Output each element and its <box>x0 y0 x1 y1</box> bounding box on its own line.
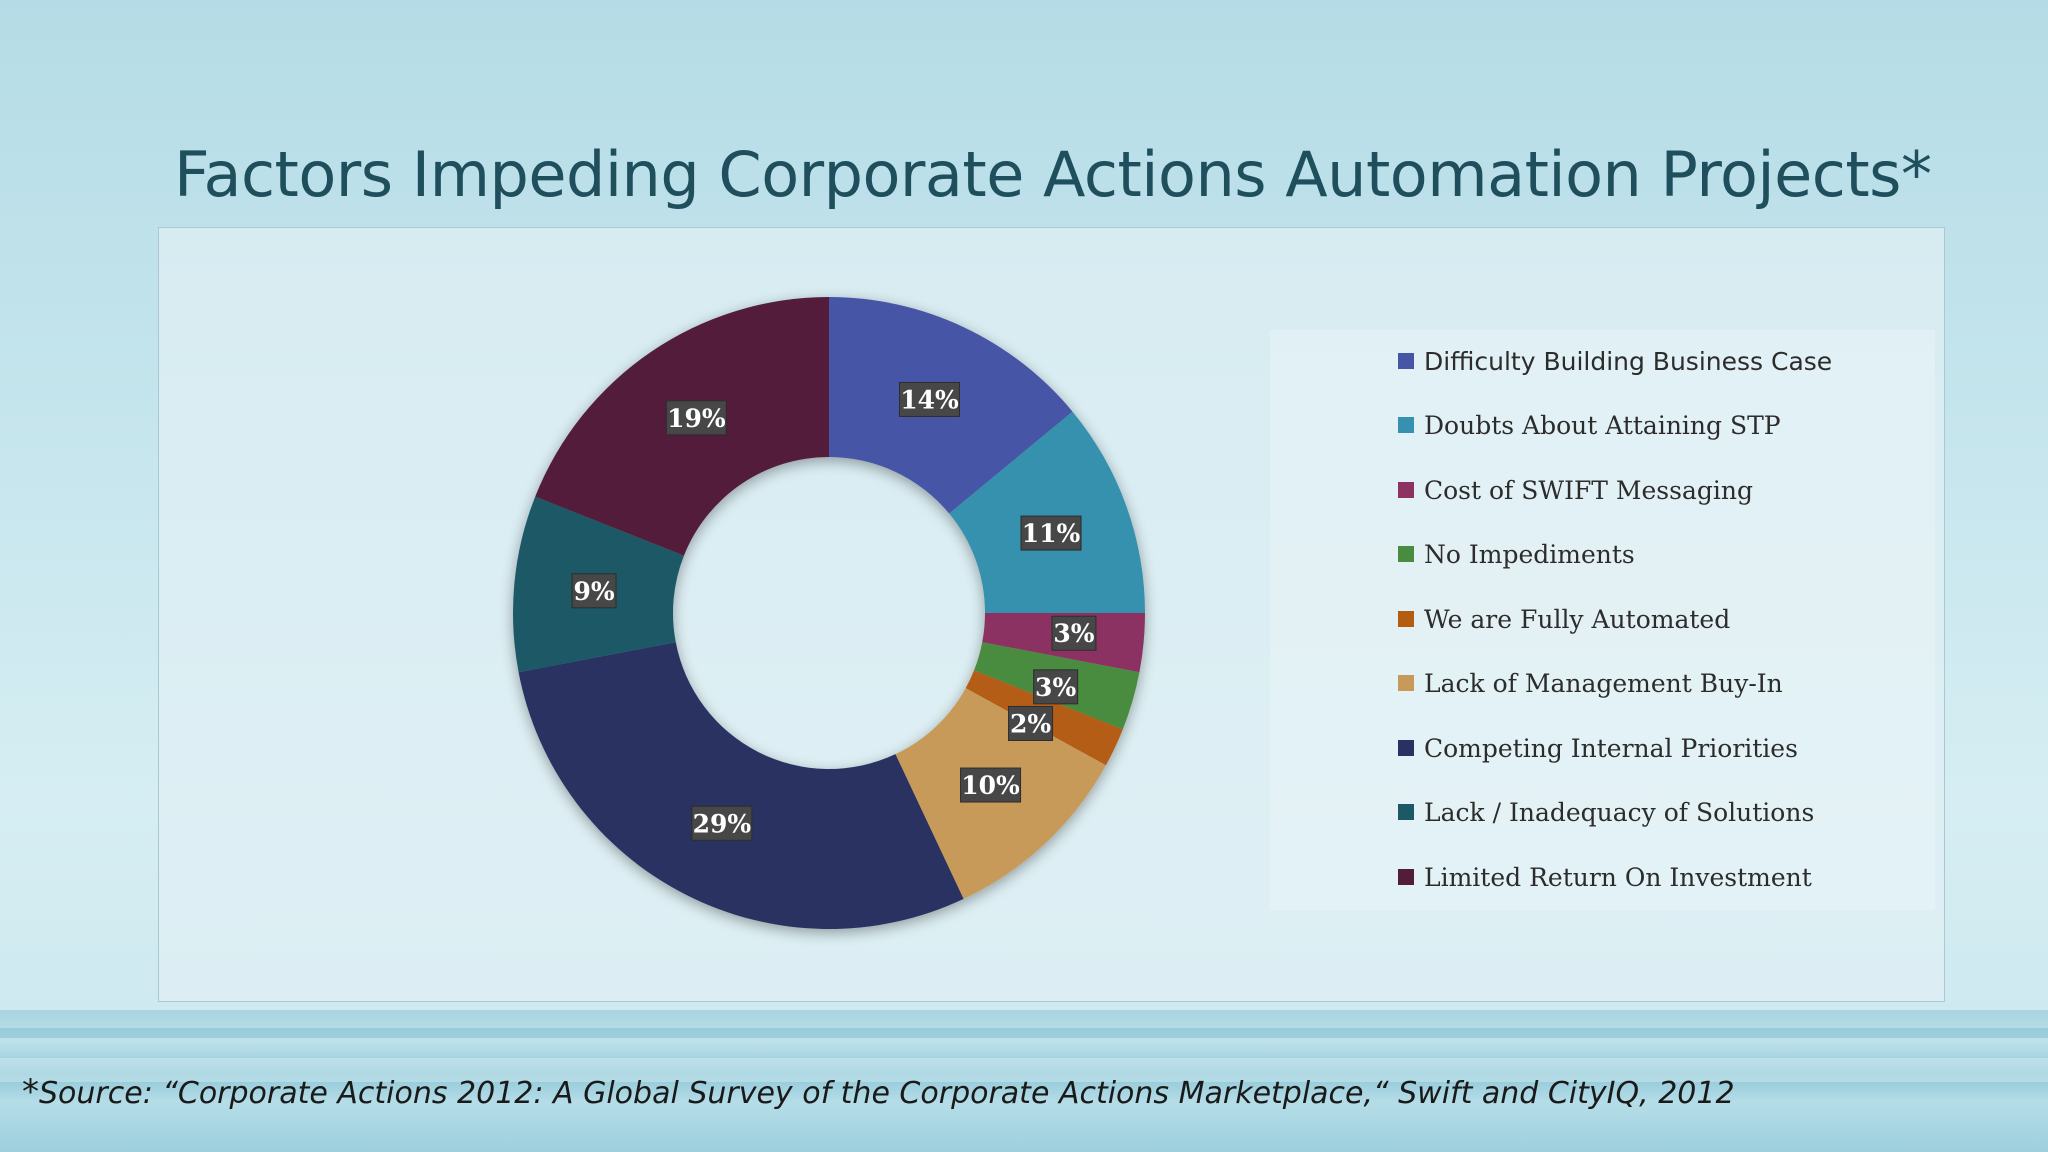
data-label-box <box>1051 615 1097 651</box>
donut-slice <box>949 411 1145 613</box>
slide-title: Factors Impeding Corporate Actions Autom… <box>174 138 1932 211</box>
legend-swatch <box>1398 611 1414 627</box>
data-label: 14% <box>900 385 959 414</box>
data-label: 29% <box>693 809 752 838</box>
sea-background <box>0 1010 2048 1152</box>
legend-swatch <box>1398 417 1414 433</box>
legend-item: Doubts About Attaining STP <box>1398 405 1781 445</box>
legend-swatch <box>1398 804 1414 820</box>
data-label: 11% <box>1022 519 1081 548</box>
data-label: 3% <box>1035 673 1076 702</box>
data-label-box <box>1020 515 1082 551</box>
legend-swatch <box>1398 482 1414 498</box>
legend-item: Lack / Inadequacy of Solutions <box>1398 792 1814 832</box>
data-label-box <box>960 767 1022 803</box>
legend-label: Lack / Inadequacy of Solutions <box>1424 797 1815 827</box>
footnote-marker: * <box>22 1072 39 1112</box>
data-label: 10% <box>961 771 1020 800</box>
legend-item: We are Fully Automated <box>1398 599 1730 639</box>
data-label-box <box>1008 705 1054 741</box>
source-footnote: *Source: “Corporate Actions 2012: A Glob… <box>22 1072 1735 1112</box>
data-label: 3% <box>1053 619 1094 648</box>
data-label-box <box>691 805 753 841</box>
data-label-box <box>1033 669 1079 705</box>
donut-slice <box>518 642 964 929</box>
legend-label: Lack of Management Buy-In <box>1424 668 1783 698</box>
legend-label: We are Fully Automated <box>1424 604 1731 634</box>
legend-swatch <box>1398 869 1414 885</box>
chart-legend: Difficulty Building Business Case Doubts… <box>1270 330 1935 910</box>
legend-item: Difficulty Building Business Case <box>1398 341 1832 381</box>
legend-swatch <box>1398 740 1414 756</box>
legend-item: Cost of SWIFT Messaging <box>1398 470 1753 510</box>
legend-label: No Impediments <box>1424 539 1635 569</box>
data-label: 9% <box>573 577 614 606</box>
data-label-box <box>898 381 960 417</box>
legend-item: Limited Return On Investment <box>1398 857 1812 897</box>
legend-swatch <box>1398 675 1414 691</box>
legend-label: Doubts About Attaining STP <box>1424 410 1781 440</box>
legend-swatch <box>1398 546 1414 562</box>
legend-label: Cost of SWIFT Messaging <box>1424 475 1753 505</box>
data-label-box <box>571 573 617 609</box>
legend-label: Limited Return On Investment <box>1424 862 1812 892</box>
legend-item: Lack of Management Buy-In <box>1398 663 1783 703</box>
legend-label: Difficulty Building Business Case <box>1424 346 1833 376</box>
source-text: Source: “Corporate Actions 2012: A Globa… <box>39 1076 1735 1111</box>
data-label: 19% <box>667 404 726 433</box>
legend-label: Competing Internal Priorities <box>1424 733 1798 763</box>
legend-swatch <box>1398 353 1414 369</box>
legend-item: No Impediments <box>1398 534 1635 574</box>
data-label-box <box>665 400 727 436</box>
data-label: 2% <box>1010 709 1051 738</box>
legend-item: Competing Internal Priorities <box>1398 728 1798 768</box>
